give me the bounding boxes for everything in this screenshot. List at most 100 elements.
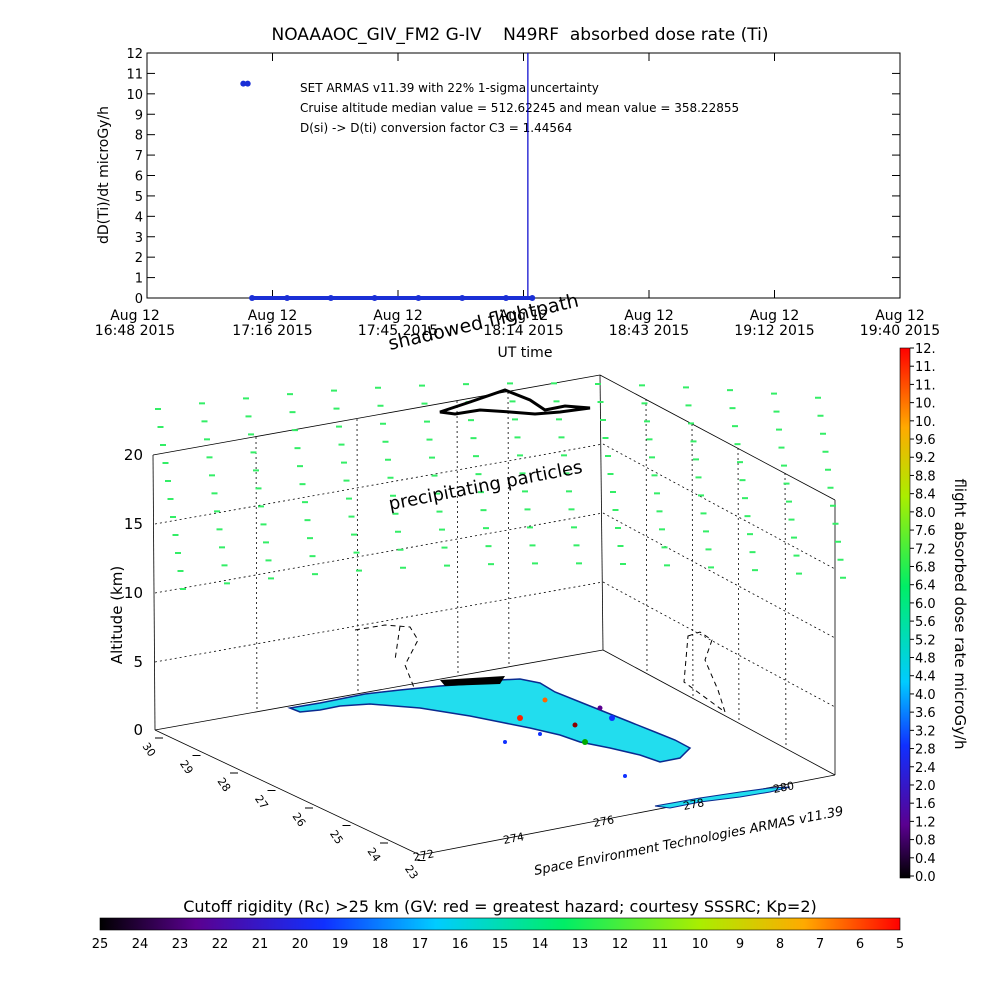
particle-arrow <box>654 492 660 495</box>
florida-landmass <box>287 678 692 763</box>
particle-arrow <box>737 461 743 464</box>
3d-panel: 0 5 10 15 20 Altitude (km) <box>108 290 846 882</box>
x-tick-date: Aug 12 <box>750 308 800 324</box>
particle-arrow <box>488 563 494 566</box>
particle-arrow <box>175 552 181 554</box>
particle-arrow <box>260 523 267 526</box>
particle-arrow <box>216 528 223 531</box>
rigidity-tick-label: 7 <box>816 937 824 952</box>
particle-arrow <box>177 570 184 572</box>
dose-tick-label: 6.4 <box>915 579 936 594</box>
rigidity-colorbar-ticks: 25 24 23 22 21 20 19 18 17 16 15 14 13 12 11 10 9 8 7 6 5 <box>92 937 904 952</box>
particle-arrow <box>615 527 621 529</box>
particle-arrow <box>304 519 311 522</box>
particle-arrow <box>568 508 575 511</box>
dose-tick-label: 10. <box>915 397 936 412</box>
particle-arrow <box>170 516 176 518</box>
rigidity-tick-label: 11 <box>652 937 669 952</box>
rigidity-tick-label: 17 <box>412 937 429 952</box>
particle-arrow <box>781 464 787 467</box>
particle-arrow <box>478 491 484 494</box>
particle-arrow <box>245 415 252 418</box>
particle-arrow <box>292 429 298 432</box>
lat-tick-label: 29 <box>177 758 196 777</box>
particle-arrow <box>294 447 301 450</box>
particle-arrow <box>224 582 230 585</box>
particle-arrow <box>485 545 492 548</box>
particle-arrow <box>253 469 259 472</box>
y-tick-label: 0 <box>135 292 143 307</box>
rigidity-tick-label: 22 <box>212 937 229 952</box>
rigidity-tick-label: 14 <box>532 937 549 952</box>
particle-arrow <box>397 548 404 551</box>
particle-arrow <box>307 537 313 540</box>
shadowed-flight-path <box>439 388 591 416</box>
particle-arrow <box>380 422 386 425</box>
particle-arrow <box>392 512 399 515</box>
rigidity-colorbar-fill <box>99 917 901 931</box>
rigidity-tick-label: 25 <box>92 937 109 952</box>
precipitating-particles-label: precipitating particles <box>387 457 584 515</box>
particle-arrow <box>377 404 384 407</box>
particle-arrow <box>817 414 824 417</box>
dose-tick-label: 7.2 <box>915 542 936 557</box>
particle-arrow <box>571 526 577 529</box>
x-tick-date: Aug 12 <box>624 308 674 324</box>
particle-arrow <box>705 548 712 551</box>
particle-arrow <box>434 492 440 495</box>
particle-arrow <box>209 474 215 477</box>
y-tick-label: 6 <box>135 170 143 185</box>
time-series-panel: NOAAAOC_GIV_FM2 G-IV N49RF absorbed dose… <box>95 25 940 361</box>
rigidity-tick-label: 23 <box>172 937 189 952</box>
x-tick-time: 16:48 2015 <box>95 323 175 339</box>
x-tick-time: 19:40 2015 <box>860 323 940 339</box>
y-tick-label: 9 <box>135 108 143 123</box>
shadow-projection-left <box>354 624 419 691</box>
particle-arrow <box>649 456 655 459</box>
particle-arrow <box>165 480 171 482</box>
particle-arrow <box>683 386 689 389</box>
dose-tick-label: 9.2 <box>915 451 936 466</box>
particle-arrow <box>607 473 614 475</box>
particle-arrow <box>727 389 733 392</box>
y-tick-label: 10 <box>126 88 143 103</box>
keys-landmass <box>654 786 791 809</box>
z-axis-ticks: 0 5 10 15 20 <box>124 446 143 739</box>
particle-arrow <box>820 432 826 435</box>
particle-arrow <box>172 534 179 536</box>
particle-arrow <box>744 515 751 518</box>
particle-arrow <box>441 546 448 549</box>
land-markers <box>440 676 627 778</box>
dose-tick-label: 12. <box>915 342 936 357</box>
particle-arrow <box>612 509 619 511</box>
lat-tick-label: 25 <box>327 828 346 847</box>
particle-arrow <box>211 492 218 495</box>
rigidity-tick-label: 13 <box>572 937 589 952</box>
particle-arrow <box>747 533 753 536</box>
particle-arrow <box>739 479 746 482</box>
particle-arrow <box>519 472 526 475</box>
particle-arrow <box>563 472 570 475</box>
y-tick-label: 5 <box>135 190 143 205</box>
particle-arrow <box>219 546 225 549</box>
particle-arrow <box>796 572 802 575</box>
particle-arrow <box>199 402 205 405</box>
dose-tick-label: 2.8 <box>915 743 936 758</box>
dose-tick-label: 1.6 <box>915 797 936 812</box>
particle-arrow <box>265 559 272 562</box>
particle-arrow <box>690 440 697 443</box>
dose-tick-label: 5.6 <box>915 615 936 630</box>
particle-arrow <box>155 408 161 410</box>
rigidity-tick-label: 9 <box>736 937 744 952</box>
particle-arrow <box>167 498 174 500</box>
particle-arrow <box>602 437 609 439</box>
z-tick: 20 <box>124 446 143 464</box>
particle-arrow <box>532 562 538 565</box>
z-tick: 0 <box>133 721 143 739</box>
dose-tick-label: 2.4 <box>915 761 936 776</box>
x-tick-date: Aug 12 <box>373 308 423 324</box>
particle-arrow <box>439 528 445 531</box>
particle-arrow <box>258 505 264 508</box>
particle-arrow <box>426 438 433 441</box>
